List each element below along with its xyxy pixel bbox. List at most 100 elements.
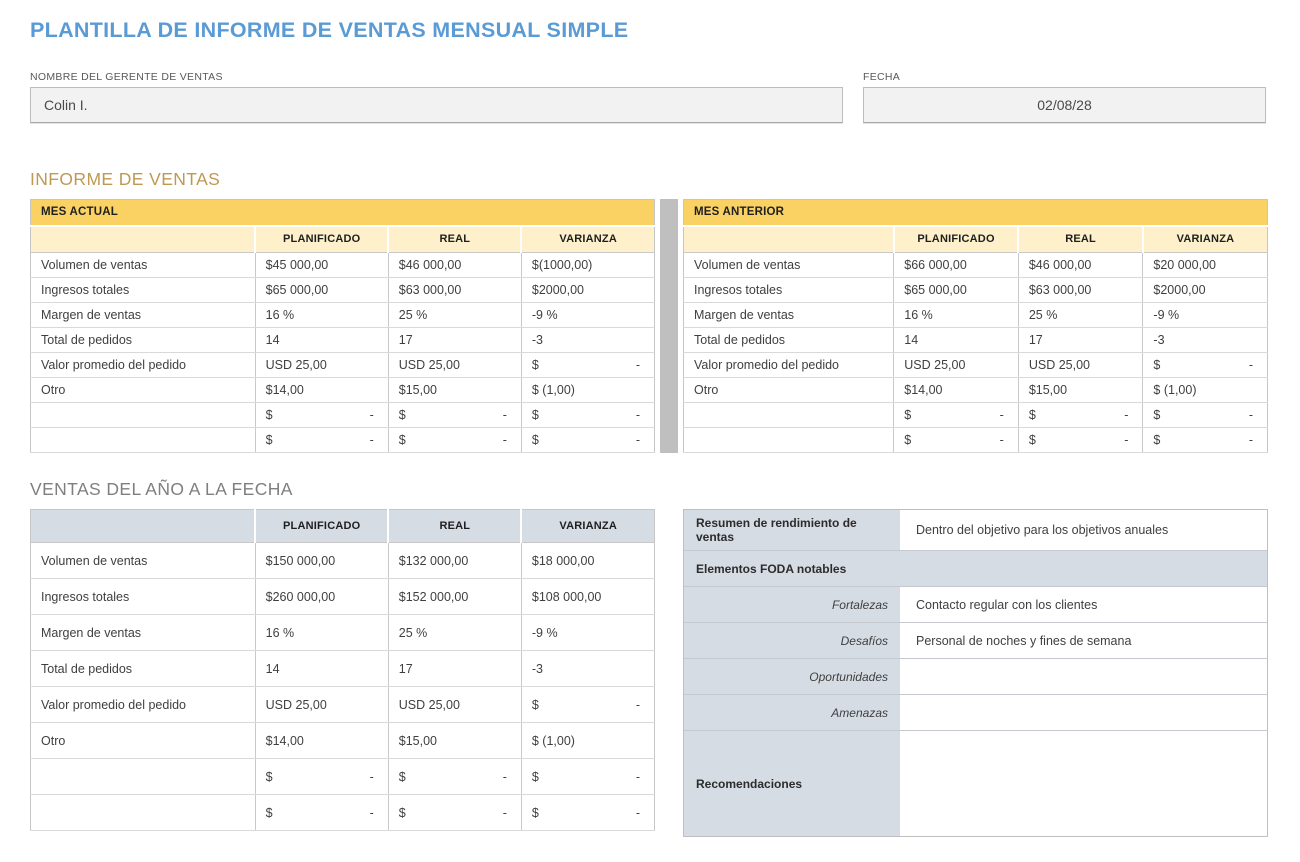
cell-varianza[interactable]: - $ xyxy=(1142,402,1268,428)
cell-varianza[interactable]: $ (1,00) xyxy=(1142,377,1268,403)
cell-planificado[interactable]: - $ xyxy=(254,758,389,795)
cell-planificado[interactable]: 14 xyxy=(893,327,1019,353)
cell-planificado[interactable]: $150 000,00 xyxy=(254,542,389,579)
date-input[interactable]: 02/08/28 xyxy=(863,87,1266,123)
table-divider-bar xyxy=(660,199,678,453)
cell-real[interactable]: $63 000,00 xyxy=(387,277,522,303)
cell-real[interactable]: - $ xyxy=(1017,402,1143,428)
cell-real[interactable]: $15,00 xyxy=(387,377,522,403)
cell-real[interactable]: $132 000,00 xyxy=(387,542,522,579)
cell-real[interactable]: - $ xyxy=(387,402,522,428)
cell-varianza[interactable]: - $ xyxy=(520,352,655,378)
cell-planificado[interactable]: - $ xyxy=(254,427,389,453)
cell-planificado[interactable]: 14 xyxy=(254,327,389,353)
cell-planificado[interactable]: $14,00 xyxy=(254,377,389,403)
cell-planificado[interactable]: 16 % xyxy=(254,302,389,328)
manager-name-input[interactable]: Colin I. xyxy=(30,87,843,123)
cell-planificado[interactable]: 16 % xyxy=(254,614,389,651)
cell-real[interactable]: USD 25,00 xyxy=(387,686,522,723)
cell-planificado[interactable]: 16 % xyxy=(893,302,1019,328)
row-label: Valor promedio del pedido xyxy=(30,686,256,723)
cell-varianza[interactable]: $ (1,00) xyxy=(520,722,655,759)
cell-planificado[interactable]: USD 25,00 xyxy=(254,686,389,723)
cell-real[interactable]: USD 25,00 xyxy=(387,352,522,378)
row-label: Otro xyxy=(30,722,256,759)
cell-varianza[interactable]: -9 % xyxy=(520,302,655,328)
col-header-varianza: VARIANZA xyxy=(520,225,655,253)
cell-real[interactable]: 25 % xyxy=(387,302,522,328)
sales-report-heading: INFORME DE VENTAS xyxy=(30,169,221,189)
cell-planificado[interactable]: $65 000,00 xyxy=(893,277,1019,303)
cell-varianza[interactable]: $ (1,00) xyxy=(520,377,655,403)
cell-varianza[interactable]: $20 000,00 xyxy=(1142,252,1268,278)
row-label: Ingresos totales xyxy=(30,277,256,303)
cell-real[interactable]: - $ xyxy=(387,427,522,453)
cell-varianza[interactable]: - $ xyxy=(1142,427,1268,453)
recommendations-value[interactable] xyxy=(902,731,1267,836)
cell-varianza[interactable]: $2000,00 xyxy=(1142,277,1268,303)
cell-varianza[interactable]: -3 xyxy=(1142,327,1268,353)
col-header-planificado: PLANIFICADO xyxy=(254,225,389,253)
cell-real[interactable]: $63 000,00 xyxy=(1017,277,1143,303)
cell-real[interactable]: 25 % xyxy=(1017,302,1143,328)
cell-planificado[interactable]: - $ xyxy=(893,427,1019,453)
swot-row-threats: Amenazas xyxy=(684,695,1267,731)
col-header-planificado: PLANIFICADO xyxy=(892,225,1019,253)
row-label: Otro xyxy=(683,377,894,403)
cell-varianza[interactable]: $18 000,00 xyxy=(520,542,655,579)
cell-real[interactable]: 17 xyxy=(387,327,522,353)
cell-planificado[interactable]: - $ xyxy=(254,794,389,831)
cell-varianza[interactable]: - $ xyxy=(520,758,655,795)
cell-planificado[interactable]: $14,00 xyxy=(893,377,1019,403)
cell-varianza[interactable]: $2000,00 xyxy=(520,277,655,303)
cell-planificado[interactable]: $65 000,00 xyxy=(254,277,389,303)
performance-summary-value[interactable]: Dentro del objetivo para los objetivos a… xyxy=(902,510,1267,550)
cell-planificado[interactable]: - $ xyxy=(254,402,389,428)
cell-varianza[interactable]: - $ xyxy=(520,794,655,831)
cell-planificado[interactable]: $260 000,00 xyxy=(254,578,389,615)
cell-real[interactable]: USD 25,00 xyxy=(1017,352,1143,378)
cell-real[interactable]: - $ xyxy=(1017,427,1143,453)
cell-varianza[interactable]: -9 % xyxy=(1142,302,1268,328)
cell-varianza[interactable]: -3 xyxy=(520,650,655,687)
cell-planificado[interactable]: 14 xyxy=(254,650,389,687)
cell-varianza[interactable]: -9 % xyxy=(520,614,655,651)
cell-real[interactable]: 17 xyxy=(387,650,522,687)
table-row: Volumen de ventas $66 000,00 $46 000,00 $20… xyxy=(683,252,1268,278)
table-row: Total de pedidos 14 17 -3 xyxy=(30,650,655,687)
cell-real[interactable]: - $ xyxy=(387,758,522,795)
cell-planificado[interactable]: $66 000,00 xyxy=(893,252,1019,278)
cell-varianza[interactable]: - $ xyxy=(1142,352,1268,378)
cell-planificado[interactable]: USD 25,00 xyxy=(254,352,389,378)
cell-varianza[interactable]: $108 000,00 xyxy=(520,578,655,615)
opportunities-value[interactable] xyxy=(902,659,1267,694)
table-row: Ingresos totales $260 000,00 $152 000,00 $1… xyxy=(30,578,655,615)
cell-planificado[interactable]: USD 25,00 xyxy=(893,352,1019,378)
cell-varianza[interactable]: - $ xyxy=(520,686,655,723)
cell-real[interactable]: $46 000,00 xyxy=(387,252,522,278)
date-field-group: FECHA 02/08/28 xyxy=(863,71,1266,123)
cell-varianza[interactable]: - $ xyxy=(520,402,655,428)
table-row: Margen de ventas 16 % 25 % -9 % xyxy=(683,302,1268,328)
challenges-value[interactable]: Personal de noches y fines de semana xyxy=(902,623,1267,658)
cell-real[interactable]: $46 000,00 xyxy=(1017,252,1143,278)
table-row: Valor promedio del pedido USD 25,00 USD 25… xyxy=(683,352,1268,378)
table-row: Volumen de ventas $150 000,00 $132 000,00 $… xyxy=(30,542,655,579)
row-label: Volumen de ventas xyxy=(683,252,894,278)
cell-real[interactable]: - $ xyxy=(387,794,522,831)
cell-real[interactable]: $152 000,00 xyxy=(387,578,522,615)
cell-real[interactable]: $15,00 xyxy=(387,722,522,759)
cell-planificado[interactable]: $45 000,00 xyxy=(254,252,389,278)
cell-planificado[interactable]: - $ xyxy=(893,402,1019,428)
strengths-value[interactable]: Contacto regular con los clientes xyxy=(902,587,1267,622)
strengths-label: Fortalezas xyxy=(684,587,902,622)
cell-real[interactable]: 25 % xyxy=(387,614,522,651)
previous-month-table: MES ANTERIOR PLANIFICADO REAL VARIANZA V… xyxy=(683,199,1268,453)
cell-varianza[interactable]: -3 xyxy=(520,327,655,353)
cell-real[interactable]: 17 xyxy=(1017,327,1143,353)
cell-varianza[interactable]: $(1000,00) xyxy=(520,252,655,278)
cell-planificado[interactable]: $14,00 xyxy=(254,722,389,759)
threats-value[interactable] xyxy=(902,695,1267,730)
cell-real[interactable]: $15,00 xyxy=(1017,377,1143,403)
cell-varianza[interactable]: - $ xyxy=(520,427,655,453)
